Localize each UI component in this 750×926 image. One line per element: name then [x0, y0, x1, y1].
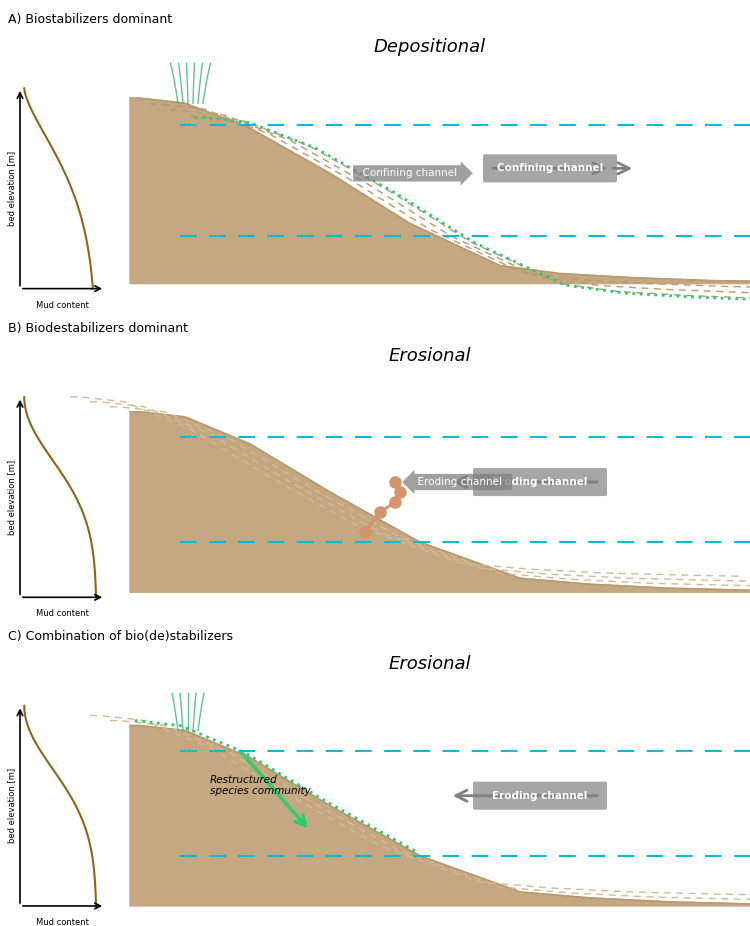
- Text: Eroding channel: Eroding channel: [492, 477, 588, 487]
- FancyBboxPatch shape: [483, 155, 617, 182]
- Text: Restructured
species community: Restructured species community: [210, 775, 310, 796]
- Text: A) Biostabilizers dominant: A) Biostabilizers dominant: [8, 13, 172, 26]
- Text: Confining channel: Confining channel: [496, 163, 603, 173]
- Polygon shape: [130, 412, 750, 593]
- Text: Erosional: Erosional: [388, 346, 471, 365]
- Text: Eroding channel: Eroding channel: [411, 477, 509, 487]
- Text: B) Biodestabilizers dominant: B) Biodestabilizers dominant: [8, 321, 188, 334]
- Text: Erosional: Erosional: [388, 656, 471, 673]
- Text: Eroding channel: Eroding channel: [492, 791, 588, 801]
- Text: Depositional: Depositional: [374, 38, 486, 56]
- FancyBboxPatch shape: [473, 468, 607, 496]
- Polygon shape: [130, 98, 750, 283]
- FancyBboxPatch shape: [473, 782, 607, 809]
- Text: C) Combination of bio(de)stabilizers: C) Combination of bio(de)stabilizers: [8, 631, 233, 644]
- Text: bed elevation [m]: bed elevation [m]: [8, 151, 16, 226]
- Text: Mud content: Mud content: [36, 918, 89, 926]
- Text: bed elevation [m]: bed elevation [m]: [8, 769, 16, 844]
- Text: Confining channel: Confining channel: [356, 169, 464, 179]
- Polygon shape: [130, 726, 750, 906]
- Text: Mud content: Mud content: [36, 609, 89, 619]
- Text: Mud content: Mud content: [36, 301, 89, 309]
- Text: bed elevation [m]: bed elevation [m]: [8, 459, 16, 534]
